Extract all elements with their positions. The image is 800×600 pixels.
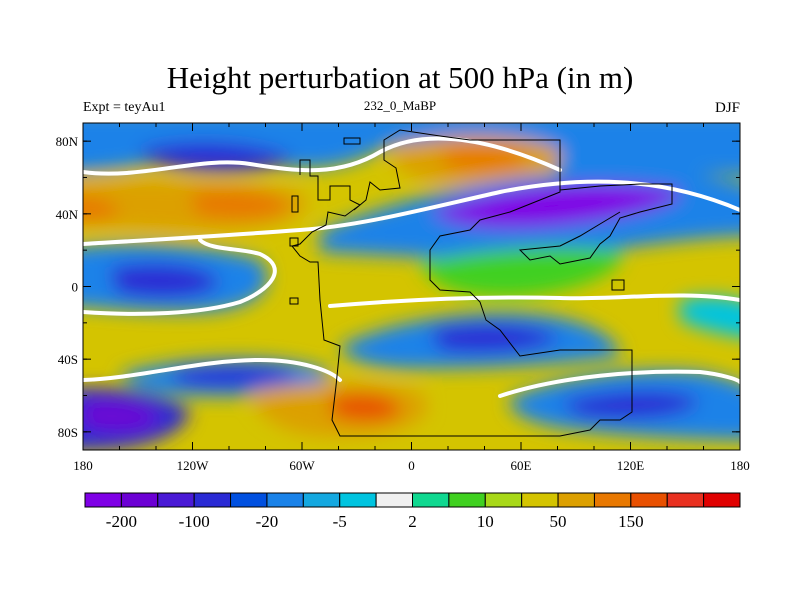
band-sh-low-west-core xyxy=(170,365,300,388)
colorbar-swatch xyxy=(412,492,450,508)
colorbar-label: 150 xyxy=(618,512,644,531)
band-west-high xyxy=(83,196,120,222)
x-axis: 180 120W 60W 0 60E 120E 180 xyxy=(73,123,750,473)
y-tick-label: 40N xyxy=(56,207,79,222)
colorbar-swatch xyxy=(120,492,159,508)
colorbar-label: -20 xyxy=(256,512,279,531)
band-sw-core xyxy=(83,401,160,431)
x-tick-label: 0 xyxy=(408,458,415,473)
colorbar-swatch xyxy=(84,492,122,508)
colorbar-swatch xyxy=(448,492,486,508)
colorbar-label: 2 xyxy=(408,512,417,531)
colorbar-swatch xyxy=(193,492,232,508)
band-arctic-blue xyxy=(83,123,740,179)
colorbar-swatch xyxy=(521,492,559,508)
band-polar-core xyxy=(330,394,402,422)
colorbar-swatch xyxy=(375,492,414,508)
colorbar-swatch xyxy=(157,492,195,508)
colorbar-label: 10 xyxy=(477,512,494,531)
y-tick-label: 0 xyxy=(72,280,79,295)
colorbar-swatch xyxy=(339,492,377,508)
colorbar-swatch xyxy=(230,492,268,508)
band-midlat-core xyxy=(190,190,290,219)
period-label: 232_0_MaBP xyxy=(363,98,437,113)
colorbar-swatch xyxy=(557,492,595,508)
colorbar-label: 50 xyxy=(550,512,567,531)
y-tick-label: 80S xyxy=(58,425,78,440)
colorbar-swatch xyxy=(484,492,523,508)
y-axis: 80N 40N 0 40S 80S xyxy=(56,134,740,440)
season-label: DJF xyxy=(714,100,740,116)
x-tick-label: 180 xyxy=(73,458,93,473)
colorbar-swatch xyxy=(666,492,705,508)
plot-area xyxy=(83,123,740,450)
x-tick-label: 60E xyxy=(511,458,532,473)
band-siberia-core xyxy=(440,146,530,171)
x-tick-label: 120E xyxy=(617,458,645,473)
coastline xyxy=(289,129,673,437)
colorbar-swatch xyxy=(703,492,741,508)
colorbar-swatch xyxy=(630,492,668,508)
colorbar-label: -200 xyxy=(106,512,137,531)
experiment-label: Expt = teyAu1 xyxy=(83,100,166,115)
x-tick-label: 180 xyxy=(730,458,750,473)
band-south-core xyxy=(430,323,560,353)
band-east-blue xyxy=(680,296,740,337)
x-tick-label: 120W xyxy=(177,458,210,473)
chart-title: Height perturbation at 500 hPa (in m) xyxy=(166,60,634,95)
y-tick-label: 40S xyxy=(58,352,78,367)
colorbar-swatch xyxy=(266,492,304,508)
band-sh-low-east-core xyxy=(560,391,700,419)
band-tropic-core xyxy=(110,263,220,298)
zero-contours xyxy=(83,136,740,398)
band-tropic-green xyxy=(420,247,622,297)
colorbar-label: -100 xyxy=(179,512,210,531)
colorbar-label: -5 xyxy=(333,512,347,531)
colorbar-swatch xyxy=(302,492,341,508)
y-tick-label: 80N xyxy=(56,134,79,149)
colorbar: -200 -100 -20 -5 2 10 50 150 xyxy=(84,492,741,531)
x-tick-label: 60W xyxy=(289,458,315,473)
colorbar-swatch xyxy=(593,492,632,508)
